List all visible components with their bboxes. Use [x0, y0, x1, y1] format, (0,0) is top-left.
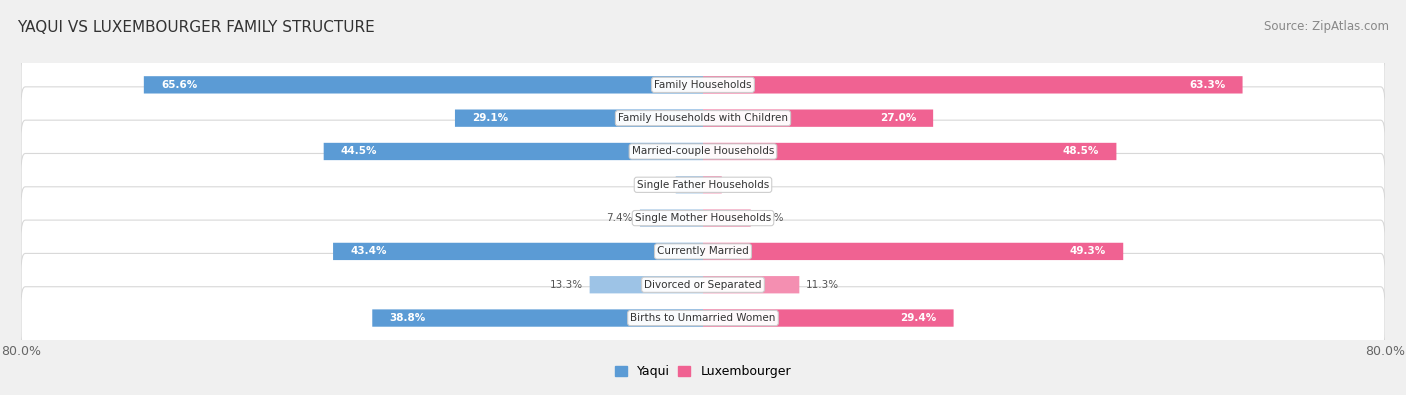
FancyBboxPatch shape — [703, 176, 721, 194]
Text: 5.6%: 5.6% — [758, 213, 785, 223]
FancyBboxPatch shape — [21, 220, 1385, 283]
FancyBboxPatch shape — [21, 187, 1385, 249]
Legend: Yaqui, Luxembourger: Yaqui, Luxembourger — [610, 360, 796, 383]
Text: 44.5%: 44.5% — [340, 147, 377, 156]
FancyBboxPatch shape — [373, 309, 703, 327]
FancyBboxPatch shape — [21, 87, 1385, 149]
Text: 2.2%: 2.2% — [728, 180, 755, 190]
Text: Single Mother Households: Single Mother Households — [636, 213, 770, 223]
Text: YAQUI VS LUXEMBOURGER FAMILY STRUCTURE: YAQUI VS LUXEMBOURGER FAMILY STRUCTURE — [17, 20, 374, 35]
Text: Family Households with Children: Family Households with Children — [619, 113, 787, 123]
Text: 13.3%: 13.3% — [550, 280, 583, 290]
Text: Currently Married: Currently Married — [657, 246, 749, 256]
FancyBboxPatch shape — [21, 254, 1385, 316]
FancyBboxPatch shape — [21, 154, 1385, 216]
Text: Source: ZipAtlas.com: Source: ZipAtlas.com — [1264, 20, 1389, 33]
FancyBboxPatch shape — [703, 276, 800, 293]
FancyBboxPatch shape — [333, 243, 703, 260]
Text: 3.2%: 3.2% — [643, 180, 669, 190]
FancyBboxPatch shape — [21, 120, 1385, 183]
Text: 27.0%: 27.0% — [880, 113, 917, 123]
Text: 63.3%: 63.3% — [1189, 80, 1226, 90]
Text: Family Households: Family Households — [654, 80, 752, 90]
FancyBboxPatch shape — [143, 76, 703, 94]
FancyBboxPatch shape — [589, 276, 703, 293]
Text: 11.3%: 11.3% — [806, 280, 839, 290]
Text: 38.8%: 38.8% — [389, 313, 426, 323]
FancyBboxPatch shape — [703, 243, 1123, 260]
Text: Births to Unmarried Women: Births to Unmarried Women — [630, 313, 776, 323]
Text: 43.4%: 43.4% — [350, 246, 387, 256]
Text: 49.3%: 49.3% — [1070, 246, 1107, 256]
FancyBboxPatch shape — [703, 76, 1243, 94]
FancyBboxPatch shape — [21, 287, 1385, 349]
FancyBboxPatch shape — [703, 143, 1116, 160]
FancyBboxPatch shape — [703, 309, 953, 327]
Text: 48.5%: 48.5% — [1063, 147, 1099, 156]
Text: Divorced or Separated: Divorced or Separated — [644, 280, 762, 290]
Text: Single Father Households: Single Father Households — [637, 180, 769, 190]
FancyBboxPatch shape — [456, 109, 703, 127]
Text: Married-couple Households: Married-couple Households — [631, 147, 775, 156]
Text: 65.6%: 65.6% — [160, 80, 197, 90]
FancyBboxPatch shape — [640, 209, 703, 227]
FancyBboxPatch shape — [323, 143, 703, 160]
Text: 29.4%: 29.4% — [900, 313, 936, 323]
Text: 7.4%: 7.4% — [606, 213, 633, 223]
FancyBboxPatch shape — [676, 176, 703, 194]
FancyBboxPatch shape — [703, 109, 934, 127]
FancyBboxPatch shape — [21, 54, 1385, 116]
FancyBboxPatch shape — [703, 209, 751, 227]
Text: 29.1%: 29.1% — [472, 113, 508, 123]
